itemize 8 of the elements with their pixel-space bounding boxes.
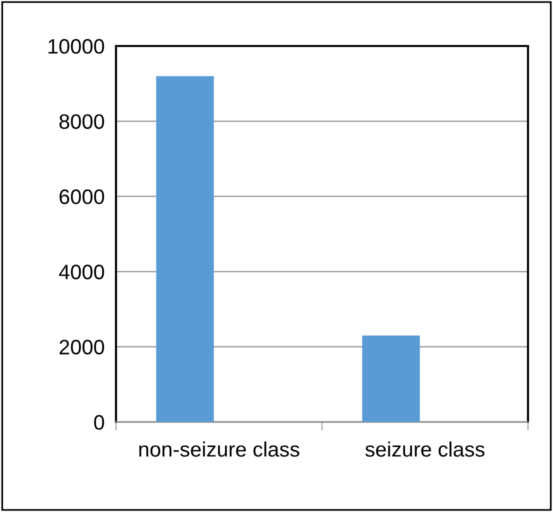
y-tick-label: 6000 <box>60 189 104 204</box>
x-tick-label: non-seizure class <box>139 441 300 457</box>
y-tick-label: 4000 <box>59 264 104 280</box>
y-tick-label: 2000 <box>60 340 104 355</box>
y-tick-label: 8000 <box>59 114 104 129</box>
y-tick-label: 10000 <box>48 39 104 54</box>
y-tick-label: 0 <box>94 415 104 430</box>
x-tick-label: seizure class <box>365 441 484 457</box>
